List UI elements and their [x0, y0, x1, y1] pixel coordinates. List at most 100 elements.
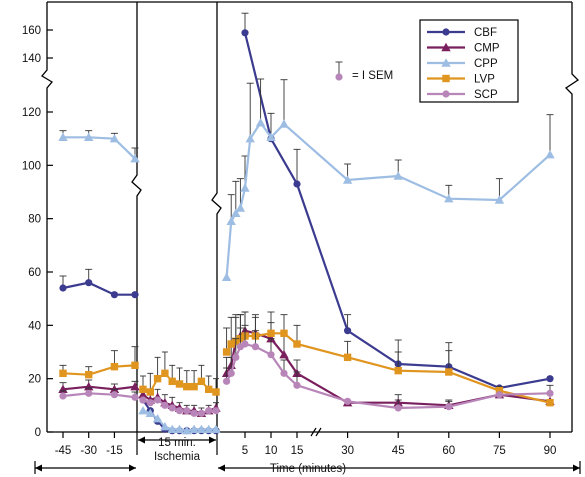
data-point-scp: [267, 351, 275, 359]
data-point-scp: [190, 409, 198, 417]
y-tick-label: 140: [22, 53, 41, 65]
data-point-cpp: [167, 424, 177, 434]
data-point-cbf: [131, 291, 139, 299]
data-point-cpp: [545, 149, 555, 159]
legend-item-cmp: CMP: [427, 43, 500, 55]
data-point-scp: [293, 381, 301, 389]
data-point-scp: [241, 340, 249, 348]
data-point-scp: [146, 399, 154, 407]
data-point-scp: [445, 403, 453, 411]
data-point-scp: [110, 391, 119, 399]
y-tick-label: 40: [28, 320, 41, 332]
data-point-cpp: [145, 408, 155, 418]
data-point-lvp: [59, 369, 67, 378]
data-point-lvp: [267, 329, 275, 338]
data-point-cpp: [444, 193, 454, 203]
legend-marker: [441, 58, 451, 67]
data-point-scp: [183, 407, 191, 415]
data-point-scp: [85, 389, 93, 397]
x-tick-label: 10: [265, 445, 278, 457]
y-tick-label: 160: [22, 25, 41, 37]
data-point-cpp: [221, 272, 232, 282]
data-point-cpp: [235, 203, 246, 212]
data-point-lvp: [161, 369, 169, 378]
data-point-scp: [205, 407, 213, 415]
data-point-scp: [546, 389, 554, 397]
y-axis: 0 20 40 60 80 100 120 140 160: [22, 25, 53, 439]
data-point-cpp: [138, 405, 148, 415]
ischemia-start-divider: [131, 2, 142, 432]
data-point-cbf: [344, 327, 352, 335]
data-point-cpp: [279, 119, 289, 128]
post-ischemia-range-arrow-head-right: [573, 464, 580, 472]
data-point-cpp: [152, 413, 163, 423]
data-point-lvp: [190, 382, 198, 391]
post-ischemia-range-arrow-head-left: [218, 464, 225, 472]
data-point-cbf: [85, 279, 93, 287]
x-tick-label: -30: [80, 445, 97, 457]
data-point-scp: [232, 353, 240, 361]
data-point-scp: [394, 404, 402, 412]
data-point-scp: [227, 369, 235, 377]
y-tick-label: 80: [28, 214, 41, 226]
series-line-pre: [62, 364, 136, 376]
data-point-cmp: [109, 384, 120, 394]
ischemia-range-arrow-head-right: [209, 436, 216, 444]
legend-box: [419, 19, 519, 103]
data-point-lvp: [168, 377, 176, 386]
data-point-lvp: [394, 366, 402, 375]
data-point-lvp: [146, 388, 154, 396]
sem-marker: [335, 73, 343, 81]
data-point-lvp: [293, 340, 301, 348]
data-point-cpp: [266, 132, 276, 142]
series-scp: [59, 324, 554, 417]
data-point-lvp: [183, 382, 191, 391]
data-point-lvp: [212, 388, 220, 396]
legend-marker: [442, 90, 450, 98]
data-point-cbf: [293, 180, 301, 188]
data-point-cbf: [546, 375, 554, 383]
ischemia-range-arrow-head-left: [138, 436, 145, 444]
data-point-cpp: [255, 117, 266, 127]
legend-item-lvp: LVP: [427, 74, 495, 86]
legend-marker: [442, 74, 450, 83]
series-line-post: [225, 342, 551, 410]
data-point-lvp: [222, 348, 231, 356]
legend-marker: [442, 28, 450, 36]
data-point-cpp: [211, 424, 221, 434]
x-tick-label: 60: [442, 445, 455, 457]
frame-left-break: [41, 2, 53, 432]
data-point-cpp: [393, 171, 403, 180]
data-point-lvp: [153, 374, 162, 383]
data-point-cpp: [109, 133, 120, 143]
data-point-cmp: [279, 349, 289, 359]
x-tick-label: 45: [392, 445, 405, 457]
data-point-scp: [212, 407, 220, 415]
x-axis-title: Time (minutes): [270, 463, 346, 475]
data-point-cpp: [245, 133, 255, 143]
series-line-pre: [62, 392, 136, 399]
data-point-cpp: [182, 425, 192, 435]
data-point-scp: [223, 377, 231, 385]
series-line-post: [243, 32, 551, 390]
data-point-cmp: [130, 381, 140, 391]
pre-ischemia-range-arrow-head-left: [35, 464, 42, 472]
legend-label: CPP: [474, 58, 498, 70]
data-point-scp: [175, 407, 184, 415]
legend-label: SCP: [474, 89, 498, 101]
legend-label: LVP: [474, 74, 495, 86]
sem-annotation-text: = I SEM: [352, 70, 393, 82]
series-line-pre: [63, 136, 136, 160]
series-line-pre: [62, 385, 136, 391]
plot-frame: [41, 1, 580, 433]
data-point-cpp: [174, 424, 185, 434]
x-tick-label: 90: [544, 445, 557, 457]
data-point-scp: [168, 404, 176, 412]
x-tick-label: -15: [106, 445, 123, 457]
data-point-lvp: [131, 361, 139, 370]
data-point-cbf: [59, 284, 67, 292]
data-point-cpp: [226, 216, 236, 226]
y-tick-label: 100: [22, 160, 41, 172]
pre-ischemia-range-arrow-head-right: [129, 464, 136, 472]
data-point-scp: [251, 343, 259, 351]
